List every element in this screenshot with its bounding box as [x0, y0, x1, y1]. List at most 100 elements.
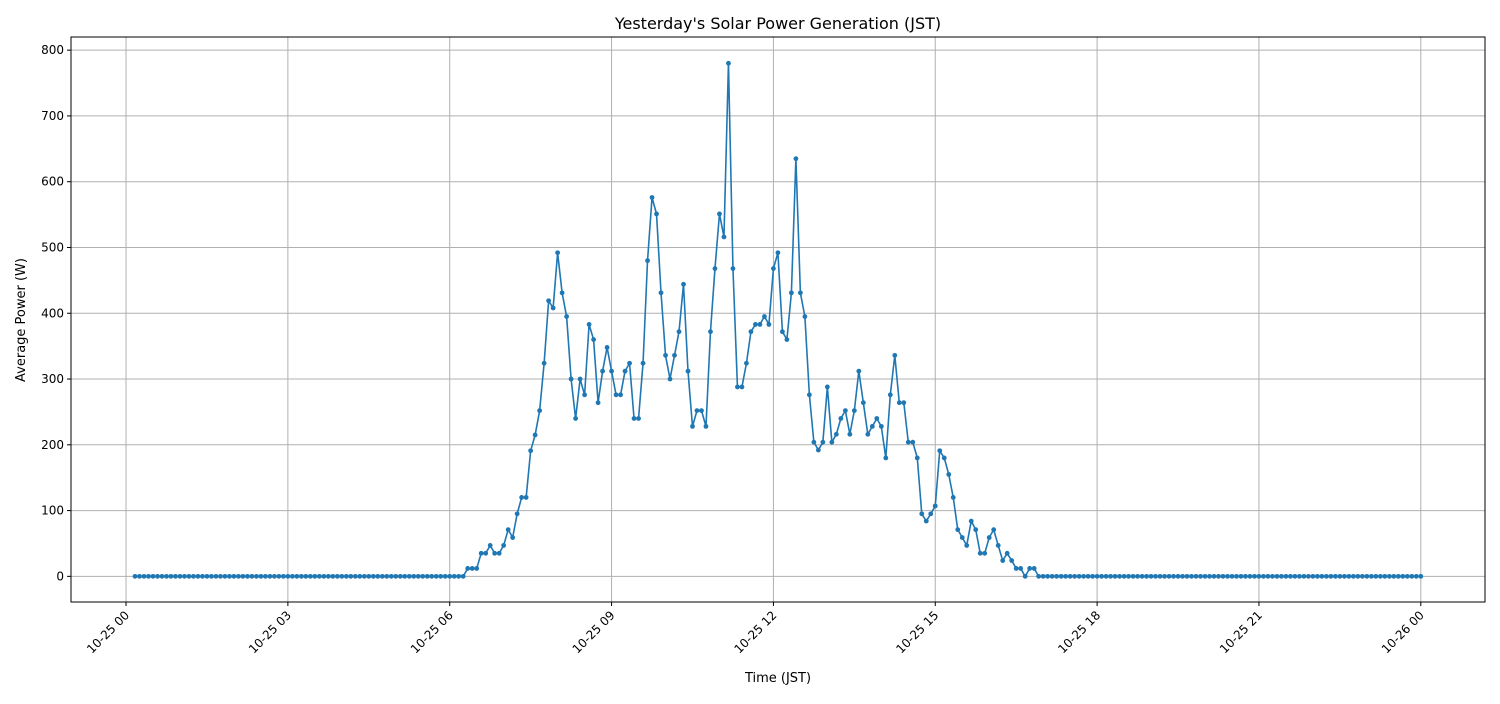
data-point: [968, 518, 974, 524]
data-point: [721, 234, 727, 240]
data-point: [1368, 573, 1374, 579]
data-point: [146, 573, 151, 579]
data-point: [195, 573, 201, 579]
data-point: [1373, 573, 1379, 579]
data-point: [487, 543, 493, 548]
data-point: [748, 329, 754, 335]
data-point: [442, 573, 448, 579]
data-point: [321, 573, 327, 579]
data-point: [1103, 573, 1109, 579]
data-point: [1157, 573, 1163, 579]
data-point: [280, 573, 286, 579]
data-point: [258, 573, 264, 579]
y-tick-label: 800: [41, 43, 64, 57]
data-point: [254, 573, 259, 579]
data-point: [1274, 573, 1280, 579]
data-point: [1139, 573, 1145, 579]
data-point: [1306, 573, 1311, 579]
data-point: [762, 314, 767, 319]
data-point: [824, 384, 830, 390]
data-point: [1189, 573, 1194, 579]
data-point: [618, 392, 623, 398]
data-point: [1332, 573, 1338, 579]
data-point: [492, 550, 498, 556]
data-point: [505, 527, 511, 533]
data-point: [357, 573, 363, 579]
data-point: [1265, 573, 1271, 579]
data-point: [905, 439, 911, 445]
data-point: [595, 400, 601, 406]
axes-frame: [70, 36, 1486, 603]
data-point: [227, 573, 232, 579]
data-point: [699, 408, 704, 413]
data-point: [546, 298, 552, 304]
data-point: [1252, 573, 1257, 579]
data-point: [1202, 573, 1208, 579]
data-point: [730, 266, 736, 271]
data-point: [645, 258, 650, 264]
data-point: [429, 573, 435, 579]
data-point: [577, 376, 583, 382]
data-point: [883, 455, 889, 461]
x-tick-label: 10-25 21: [1217, 608, 1265, 656]
data-point: [847, 431, 853, 437]
data-point: [325, 573, 331, 579]
data-point: [289, 573, 295, 579]
data-point: [218, 573, 223, 579]
data-point: [640, 360, 646, 366]
data-point: [1013, 566, 1019, 571]
data-point: [1211, 573, 1217, 579]
data-point: [330, 573, 336, 579]
data-point: [159, 573, 165, 579]
data-point: [236, 573, 241, 579]
data-point: [955, 527, 961, 533]
data-point: [316, 573, 322, 579]
data-point: [1126, 573, 1131, 579]
data-point: [806, 392, 812, 398]
data-point: [766, 322, 772, 327]
data-point: [703, 423, 709, 429]
data-point: [793, 156, 799, 162]
data-point: [1346, 573, 1352, 579]
data-point: [694, 408, 700, 413]
x-axis-label: Time (JST): [744, 671, 811, 686]
data-point: [496, 550, 502, 556]
data-point: [415, 573, 421, 579]
data-point: [1314, 573, 1320, 579]
data-point: [1171, 573, 1176, 579]
data-point: [788, 290, 794, 296]
data-point: [690, 423, 695, 429]
x-tick-label: 10-25 03: [246, 608, 294, 656]
data-point: [591, 337, 596, 342]
data-point: [276, 573, 282, 579]
data-point: [1099, 573, 1105, 579]
data-point: [609, 368, 614, 374]
data-point: [856, 368, 862, 374]
data-point: [1229, 573, 1235, 579]
data-point: [249, 573, 255, 579]
data-point: [1207, 573, 1212, 579]
data-point: [1054, 573, 1060, 579]
data-point: [600, 368, 605, 374]
data-point: [1364, 573, 1370, 579]
data-point: [366, 573, 372, 579]
data-point: [420, 573, 426, 579]
data-point: [402, 573, 408, 579]
data-point: [1292, 573, 1298, 579]
data-point: [137, 573, 142, 579]
data-point: [348, 573, 354, 579]
data-point: [1395, 573, 1401, 579]
data-point: [1359, 573, 1365, 579]
data-point: [1391, 573, 1397, 579]
data-point: [753, 322, 758, 327]
data-point: [1220, 573, 1226, 579]
data-point: [851, 408, 857, 413]
data-point: [582, 392, 587, 398]
data-point: [1328, 573, 1334, 579]
data-point: [1085, 573, 1091, 579]
y-axis-label: Average Power (W): [14, 258, 29, 382]
data-point: [1000, 558, 1006, 563]
data-point: [1341, 573, 1347, 579]
data-point: [919, 511, 925, 517]
